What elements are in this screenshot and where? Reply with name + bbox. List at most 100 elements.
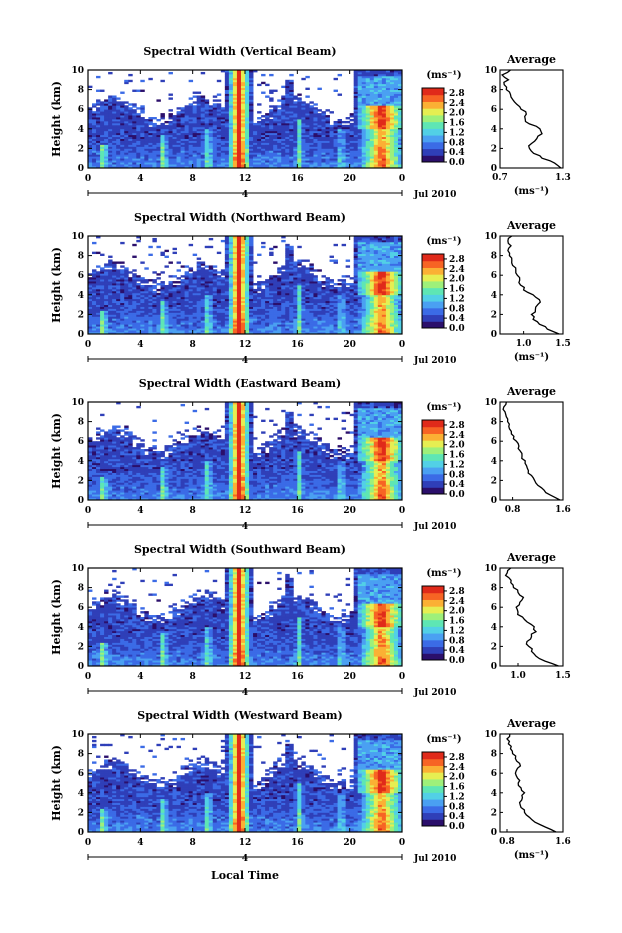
heatmap-cell: [140, 277, 144, 279]
heatmap-cell: [309, 105, 313, 107]
heatmap-cell: [205, 99, 209, 101]
heatmap-cell: [257, 117, 261, 119]
heatmap-cell: [156, 283, 160, 285]
heatmap-cell: [326, 115, 330, 117]
heatmap-cell: [164, 250, 168, 252]
heatmap-cell: [317, 113, 321, 115]
heatmap-cell: [148, 254, 152, 256]
heatmap-cell: [189, 244, 193, 246]
heatmap-cell: [261, 281, 265, 283]
heatmap-cell: [334, 121, 338, 123]
colorbar-swatch: [422, 142, 444, 149]
heatmap-cell: [120, 269, 124, 271]
heatmap-cell: [185, 105, 189, 107]
heatmap-cell: [346, 117, 350, 119]
heatmap-cell: [173, 275, 177, 277]
panel-title: Spectral Width (Vertical Beam): [143, 45, 336, 58]
colorbar-tick-label: 0.4: [449, 148, 465, 158]
profile-frame: [500, 70, 563, 168]
heatmap-cell: [193, 254, 197, 256]
heatmap-cell: [277, 109, 281, 111]
heatmap-cell: [305, 76, 309, 78]
heatmap-cell: [217, 275, 221, 277]
heatmap-cell: [112, 261, 116, 263]
heatmap-cell: [265, 279, 269, 281]
profile-y-tick-label: 10: [484, 66, 497, 76]
heatmap-cell: [173, 252, 177, 254]
heatmap-cell: [185, 271, 189, 273]
heatmap-cell: [100, 90, 104, 92]
heatmap-cell: [181, 275, 185, 277]
heatmap-cell: [261, 115, 265, 117]
heatmap-cell: [124, 105, 128, 107]
heatmap-cell: [108, 269, 112, 271]
heatmap-cell: [334, 90, 338, 92]
heatmap-cell: [100, 254, 104, 256]
colorbar-swatch: [422, 108, 444, 115]
heatmap-cell: [116, 97, 120, 99]
heatmap-cell: [160, 123, 164, 125]
heatmap-cell: [297, 260, 301, 262]
heatmap-cell: [334, 78, 338, 80]
heatmap-cell: [330, 111, 334, 113]
heatmap-cell: [189, 97, 193, 99]
heatmap-cell: [112, 95, 116, 97]
heatmap-cell: [96, 99, 100, 101]
heatmap-cell: [321, 287, 325, 289]
heatmap-cell: [92, 111, 96, 113]
heatmap-cell: [132, 103, 136, 105]
heatmap-cell: [108, 256, 112, 258]
heatmap-cell: [217, 252, 221, 254]
heatmap-cell: [136, 113, 140, 115]
heatmap-cell: [128, 80, 132, 82]
heatmap-cell: [269, 74, 273, 76]
heatmap-cell: [257, 121, 261, 123]
heatmap-cell: [136, 275, 140, 277]
heatmap-cell: [177, 261, 181, 263]
heatmap-cell: [253, 261, 257, 263]
heatmap-cell: [338, 94, 342, 96]
heatmap-cell: [156, 289, 160, 291]
heatmap-cell: [213, 269, 217, 271]
heatmap-cell: [289, 246, 293, 248]
heatmap-cell: [201, 72, 205, 74]
heatmap-cell: [261, 289, 265, 291]
heatmap-cell: [217, 99, 221, 101]
heatmap-cell: [96, 271, 100, 273]
heatmap-cell: [269, 119, 273, 121]
heatmap-cell: [293, 261, 297, 263]
heatmap-cell: [104, 269, 108, 271]
heatmap-cell: [140, 261, 144, 263]
heatmap-cell: [152, 285, 156, 287]
heatmap-cell: [281, 95, 285, 97]
heatmap-cell: [120, 242, 124, 244]
heatmap-cell: [156, 99, 160, 101]
heatmap-cell: [261, 246, 265, 248]
heatmap-cell: [136, 240, 140, 242]
heatmap-cell: [201, 95, 205, 97]
colorbar-swatch: [422, 128, 444, 135]
heatmap-cell: [108, 260, 112, 262]
heatmap-cell: [120, 261, 124, 263]
heatmap-cell: [177, 277, 181, 279]
heatmap-cell: [96, 76, 100, 78]
heatmap-cell: [160, 252, 164, 254]
heatmap-cell: [136, 90, 140, 92]
heatmap-cell: [309, 273, 313, 275]
heatmap-cell: [148, 279, 152, 281]
heatmap-cell: [124, 267, 128, 269]
colorbar-tick-label: 0.8: [449, 138, 465, 148]
heatmap-cell: [120, 265, 124, 267]
heatmap-cells: [88, 236, 402, 334]
colorbar-tick-label: 2.0: [449, 109, 465, 119]
panels-group: Spectral Width (Vertical Beam)0246810Hei…: [50, 45, 571, 864]
heatmap-cell: [253, 123, 257, 125]
x-tick-label: 8: [190, 174, 196, 184]
heatmap-cell: [116, 101, 120, 103]
heatmap-cell: [193, 271, 197, 273]
heatmap-cell: [128, 103, 132, 105]
heatmap-cell: [164, 125, 168, 127]
heatmap-cell: [193, 92, 197, 94]
